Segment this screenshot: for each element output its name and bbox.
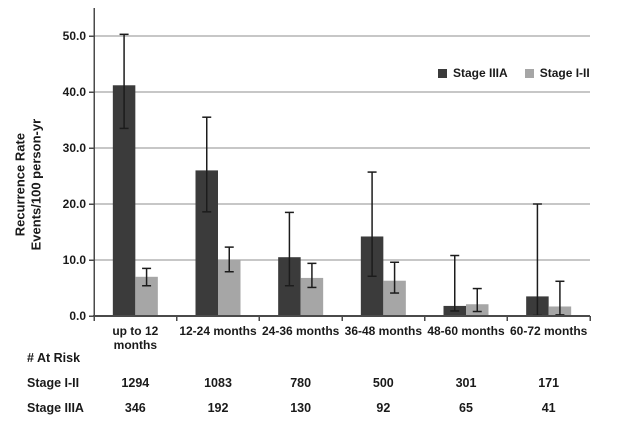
x-category-label: 60-72 months xyxy=(509,324,588,338)
risk-count: 346 xyxy=(124,401,146,415)
x-category-label: 24-36 months xyxy=(261,324,340,338)
y-tick-label: 0.0 xyxy=(69,309,86,323)
legend-item-stage-iiia: Stage IIIA xyxy=(438,66,508,80)
x-category-label: 12-24 months xyxy=(179,324,257,338)
legend-swatch-stage-i-ii-icon xyxy=(524,68,534,78)
bar-stage-iiia xyxy=(112,85,136,316)
y-tick-label: 30.0 xyxy=(62,141,86,155)
risk-count: 500 xyxy=(372,376,394,390)
y-tick-label: 20.0 xyxy=(62,197,86,211)
risk-count: 192 xyxy=(207,401,229,415)
risk-count: 41 xyxy=(541,401,556,415)
risk-count: 1294 xyxy=(121,376,150,390)
chart-legend: Stage IIIA Stage I-II xyxy=(438,66,590,80)
legend-label-stage-i-ii: Stage I-II xyxy=(539,66,590,80)
risk-count: 780 xyxy=(290,376,312,390)
y-tick-label: 40.0 xyxy=(62,85,86,99)
bar-chart-plot xyxy=(89,8,591,321)
risk-count: 65 xyxy=(459,401,473,415)
y-tick-label: 50.0 xyxy=(62,29,86,43)
risk-count: 1083 xyxy=(204,376,232,390)
legend-label-stage-iiia: Stage IIIA xyxy=(453,66,508,80)
legend-item-stage-i-ii: Stage I-II xyxy=(524,66,590,80)
bar-stage-i-ii xyxy=(300,277,324,316)
risk-count: 92 xyxy=(376,401,391,415)
x-category-label: 48-60 months xyxy=(427,324,505,338)
risk-row-label-stage-i-ii: Stage I-II xyxy=(27,376,80,390)
risk-count: 301 xyxy=(455,376,477,390)
bar-stage-i-ii xyxy=(135,276,158,316)
bar-stage-iiia xyxy=(278,257,301,316)
bar-stage-i-ii xyxy=(218,260,241,316)
bar-stage-i-ii xyxy=(383,280,406,316)
risk-row-label-stage-iiia: Stage IIIA xyxy=(27,401,84,415)
x-category-label: 36-48 months xyxy=(344,324,422,338)
bar-stage-iiia xyxy=(195,170,218,316)
risk-table-title: # At Risk xyxy=(27,351,81,365)
x-category-label: up to 12 months xyxy=(112,324,159,353)
y-tick-label: 10.0 xyxy=(62,253,86,267)
risk-count: 130 xyxy=(290,401,312,415)
risk-count: 171 xyxy=(538,376,560,390)
legend-swatch-stage-iiia-icon xyxy=(438,68,447,78)
